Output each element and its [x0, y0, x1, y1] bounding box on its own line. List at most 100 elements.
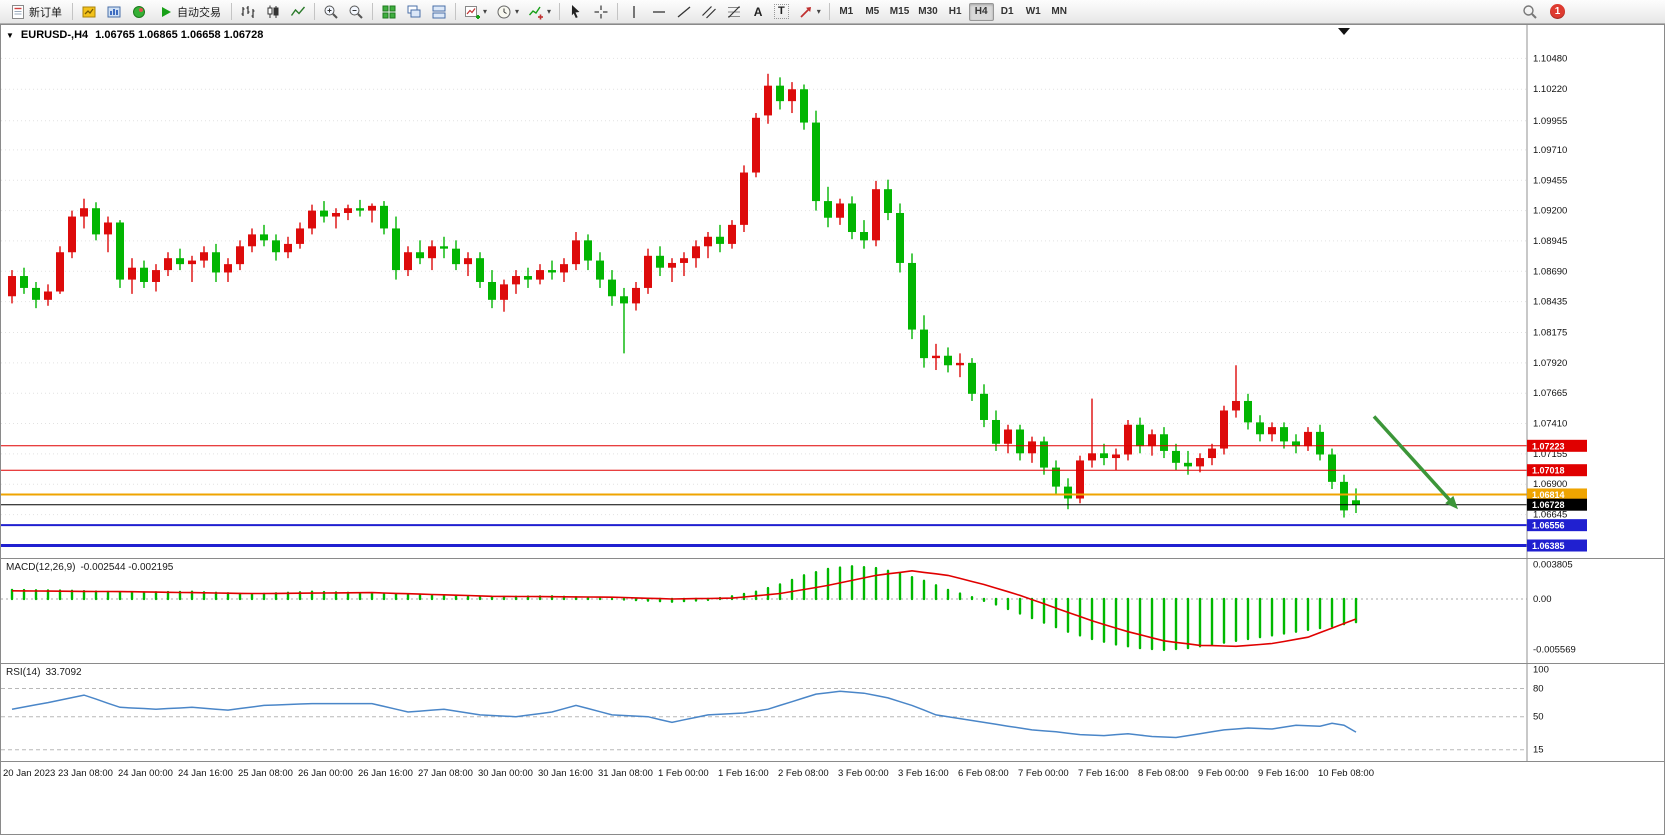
candlestick-chart-button[interactable] [261, 2, 285, 22]
zoom-in-button[interactable] [319, 2, 343, 22]
market-watch-icon [82, 6, 96, 17]
rsi-panel[interactable]: 100 80 50 15 RSI(14) 33.7092 [1, 663, 1664, 762]
new-order-label: 新订单 [29, 6, 62, 19]
new-chart-icon [465, 5, 480, 19]
cascade-windows-icon [407, 5, 421, 17]
svg-text:1.07920: 1.07920 [1533, 358, 1567, 369]
zoom-in-icon [324, 5, 338, 19]
timeframe-button-m15[interactable]: M15 [886, 3, 913, 21]
svg-text:15: 15 [1533, 745, 1544, 756]
label-button[interactable]: T [770, 2, 793, 22]
svg-text:1.08175: 1.08175 [1533, 328, 1567, 339]
zoom-out-button[interactable] [344, 2, 368, 22]
cursor-icon [571, 4, 580, 18]
autotrade-button[interactable]: 自动交易 [152, 2, 227, 22]
crosshair-icon [594, 5, 608, 18]
rsi-chart[interactable]: 100 80 50 15 [1, 664, 1664, 761]
horizontal-line-button[interactable] [647, 2, 671, 22]
horizontal-line-icon [653, 10, 666, 13]
price-chart[interactable]: 1.10480 1.10220 1.09955 1.09710 1.09455 1.092… [1, 25, 1664, 558]
svg-text:1.09200: 1.09200 [1533, 206, 1567, 217]
crosshair-button[interactable] [589, 2, 613, 22]
time-axis-labels: 20 Jan 2023 23 Jan 08:00 24 Jan 00:00 24 Ja… [3, 768, 1374, 779]
timeframe-button-m1[interactable]: M1 [834, 3, 859, 21]
channel-button[interactable] [697, 2, 721, 22]
chart-window: 1.10480 1.10220 1.09955 1.09710 1.09455 1.092… [0, 24, 1665, 835]
svg-text:1 Feb 00:00: 1 Feb 00:00 [658, 768, 709, 779]
svg-text:3 Feb 00:00: 3 Feb 00:00 [838, 768, 889, 779]
timeframe-button-m30[interactable]: M30 [914, 3, 941, 21]
svg-text:1.09710: 1.09710 [1533, 145, 1567, 156]
market-watch-button[interactable] [77, 2, 101, 22]
svg-text:1.06645: 1.06645 [1533, 510, 1567, 521]
svg-text:1.08690: 1.08690 [1533, 266, 1567, 277]
toolbar-separator [72, 3, 73, 20]
macd-panel[interactable]: 0.003805 0.00 -0.005569 MACD(12,26,9) -0.0… [1, 558, 1664, 664]
svg-text:8 Feb 08:00: 8 Feb 08:00 [1138, 768, 1189, 779]
tile-windows-button[interactable] [377, 2, 401, 22]
svg-text:50: 50 [1533, 712, 1544, 723]
level-lines [1, 445, 1527, 548]
timeframe-button-d1[interactable]: D1 [995, 3, 1020, 21]
notification-badge[interactable]: 1 [1550, 4, 1565, 19]
navigator-icon [133, 5, 145, 18]
svg-text:0.00: 0.00 [1533, 594, 1552, 605]
arrows-button[interactable]: ▾ [794, 2, 825, 22]
price-panel[interactable]: 1.10480 1.10220 1.09955 1.09710 1.09455 1.092… [1, 25, 1664, 558]
data-window-button[interactable] [102, 2, 126, 22]
vertical-line-icon [633, 5, 635, 18]
new-chart-button[interactable]: ▾ [460, 2, 491, 22]
cascade-windows-button[interactable] [402, 2, 426, 22]
trend-arrow [1372, 415, 1454, 505]
tile-horizontal-button[interactable] [427, 2, 451, 22]
fibonacci-icon [728, 5, 741, 18]
time-axis[interactable]: 20 Jan 2023 23 Jan 08:00 24 Jan 00:00 24 Ja… [1, 761, 1664, 785]
macd-chart[interactable]: 0.003805 0.00 -0.005569 [1, 559, 1664, 663]
collapse-triangle-icon[interactable]: ▼ [6, 30, 14, 40]
zoom-out-icon [349, 5, 363, 19]
svg-text:2 Feb 08:00: 2 Feb 08:00 [778, 768, 829, 779]
tile-horizontal-icon [432, 5, 446, 18]
new-order-button[interactable]: 新订单 [4, 2, 68, 22]
line-chart-button[interactable] [286, 2, 310, 22]
chevron-down-icon: ▾ [515, 6, 520, 16]
fibonacci-button[interactable] [722, 2, 746, 22]
search-button[interactable] [1518, 2, 1542, 22]
bar-chart-button[interactable] [236, 2, 260, 22]
toolbar-separator [828, 3, 830, 20]
chevron-down-icon: ▾ [547, 6, 552, 16]
timeframe-button-w1[interactable]: W1 [1021, 3, 1046, 21]
svg-text:27 Jan 08:00: 27 Jan 08:00 [418, 768, 473, 779]
svg-text:1.09455: 1.09455 [1533, 175, 1567, 186]
data-window-icon [107, 6, 121, 17]
periods-button[interactable]: ▾ [492, 2, 523, 22]
trend-arrow-head [1445, 495, 1458, 510]
svg-text:6 Feb 08:00: 6 Feb 08:00 [958, 768, 1009, 779]
trendline-icon [677, 6, 691, 17]
svg-text:1.07155: 1.07155 [1533, 449, 1567, 460]
text-button[interactable]: A [747, 2, 769, 22]
vertical-line-button[interactable] [622, 2, 646, 22]
text-tool-icon: A [753, 4, 763, 19]
arrow-tool-icon [800, 6, 811, 18]
timeframe-button-h1[interactable]: H1 [943, 3, 968, 21]
cursor-button[interactable] [564, 2, 588, 22]
svg-text:80: 80 [1533, 683, 1544, 694]
timeframe-button-h4[interactable]: H4 [968, 2, 994, 21]
svg-text:100: 100 [1533, 665, 1549, 676]
symbol-period-label: EURUSD-,H4 [20, 29, 89, 41]
timeframe-button-m5[interactable]: M5 [860, 3, 885, 21]
chart-title: ▼ EURUSD-,H4 1.06765 1.06865 1.06658 1.0… [6, 29, 263, 41]
svg-text:1.07018: 1.07018 [1532, 466, 1565, 476]
trendline-button[interactable] [672, 2, 696, 22]
svg-text:9 Feb 00:00: 9 Feb 00:00 [1198, 768, 1249, 779]
indicators-button[interactable]: ▾ [524, 2, 555, 22]
svg-text:1 Feb 16:00: 1 Feb 16:00 [718, 768, 769, 779]
svg-text:10 Feb 08:00: 10 Feb 08:00 [1318, 768, 1374, 779]
svg-text:0.003805: 0.003805 [1533, 559, 1573, 570]
new-order-icon [12, 4, 24, 19]
svg-text:1.09955: 1.09955 [1533, 116, 1567, 127]
svg-text:9 Feb 16:00: 9 Feb 16:00 [1258, 768, 1309, 779]
navigator-button[interactable] [127, 2, 151, 22]
timeframe-button-mn[interactable]: MN [1047, 3, 1072, 21]
